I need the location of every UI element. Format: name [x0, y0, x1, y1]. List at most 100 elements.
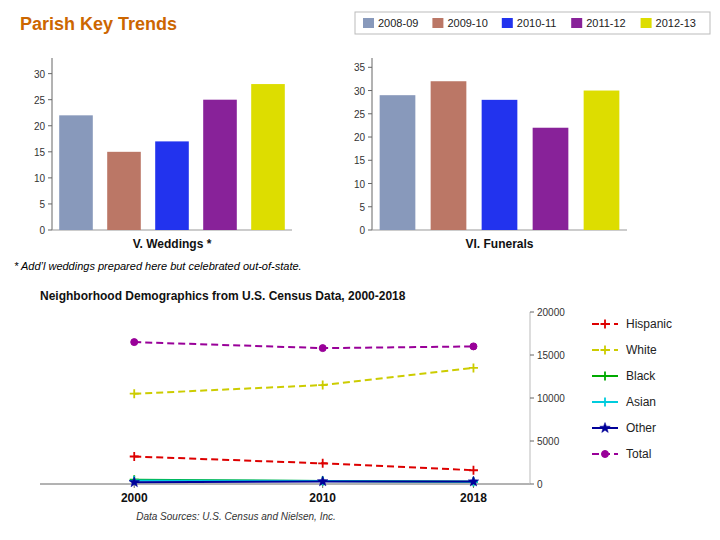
point-marker	[130, 452, 139, 461]
legend-label: Total	[626, 447, 651, 461]
y-axis	[372, 58, 373, 230]
x-tick-label: 2010	[309, 491, 336, 505]
y-tick	[368, 183, 372, 184]
legend-frame	[355, 12, 710, 34]
y-tick-label: 30	[354, 86, 366, 97]
legend-marker	[601, 346, 610, 355]
y-tick	[48, 203, 52, 204]
series-line	[134, 342, 473, 348]
bar	[203, 100, 237, 230]
y-tick-label: 10	[354, 179, 366, 190]
background	[0, 0, 720, 540]
legend-label: 2010-11	[517, 17, 557, 29]
legend-label: 2012-13	[656, 17, 696, 29]
plot-area	[129, 339, 479, 487]
y-tick-label: 5	[39, 199, 45, 210]
y-tick-label: 0	[359, 225, 365, 236]
legend-swatch	[571, 18, 582, 28]
series-line	[134, 480, 473, 483]
y-tick-label: 10	[34, 173, 46, 184]
bar-chart: 05101520253035VI. Funerals	[354, 58, 627, 251]
legend-label: Other	[626, 421, 656, 435]
y-tick-label: 0	[537, 479, 543, 490]
point-marker	[470, 343, 477, 350]
point-marker	[318, 476, 327, 485]
series-line	[134, 480, 473, 482]
bar	[533, 128, 569, 230]
y-tick	[48, 73, 52, 74]
y-tick-label: 5000	[537, 436, 560, 447]
point-marker	[317, 476, 327, 486]
legend-swatch	[641, 18, 652, 28]
y-tick	[368, 90, 372, 91]
legend-label: Hispanic	[626, 317, 672, 331]
legend-label: Black	[626, 369, 656, 383]
bar-chart: 0 5 10 15 20 25 30 V. Weddings *	[34, 58, 292, 251]
figure: Parish Key Trends 0 5 10 15 20 25 30 V. Weddings…	[0, 0, 720, 540]
y-tick	[530, 355, 534, 356]
legend-marker	[601, 372, 610, 381]
bars	[380, 81, 620, 230]
point-marker	[318, 381, 327, 390]
y-tick	[368, 67, 372, 68]
y-tick	[48, 125, 52, 126]
y-tick-label: 20	[354, 132, 366, 143]
bar	[482, 100, 518, 230]
y-tick	[48, 230, 52, 231]
bar	[584, 91, 620, 230]
series-line	[134, 368, 473, 394]
legend-label: 2008-09	[378, 17, 418, 29]
legend-swatch	[502, 18, 513, 28]
x-axis-label: V. Weddings *	[133, 237, 212, 251]
bar	[155, 141, 189, 230]
y-tick	[530, 312, 534, 313]
bar	[380, 95, 416, 230]
legend-marker	[601, 398, 610, 407]
y-tick	[48, 151, 52, 152]
point-marker	[130, 389, 139, 398]
bars	[59, 84, 285, 230]
annotation: * Add’l weddings prepared here but celeb…	[14, 260, 302, 272]
y-tick-label: 30	[34, 69, 46, 80]
series-line	[134, 456, 473, 470]
legend-label: White	[626, 343, 657, 357]
point-marker	[469, 363, 478, 372]
line-chart: Neighborhood Demographics from U.S. Cens…	[40, 289, 565, 522]
y-tick-label: 15	[354, 155, 366, 166]
point-marker	[469, 466, 478, 475]
point-marker	[468, 476, 478, 486]
point-marker	[319, 345, 326, 352]
y-tick-label: 15000	[537, 350, 565, 361]
y-tick-label: 15	[34, 147, 46, 158]
legend-label: 2011-12	[586, 17, 626, 29]
legend: Hispanic White Black Asian Other Total	[592, 317, 672, 461]
y-tick-label: 25	[354, 109, 366, 120]
y-tick-label: 20	[34, 121, 46, 132]
y-tick	[530, 398, 534, 399]
x-axis	[40, 484, 530, 485]
bar	[251, 84, 285, 230]
legend-swatch	[363, 18, 374, 28]
x-tick-label: 2018	[460, 491, 487, 505]
x-tick-label: 2000	[121, 491, 148, 505]
point-marker	[318, 476, 327, 485]
legend-marker	[600, 423, 610, 433]
y-tick	[368, 160, 372, 161]
legend-marker	[602, 451, 609, 458]
y-tick-label: 0	[39, 225, 45, 236]
y-tick-label: 10000	[537, 393, 565, 404]
annotation: Data Sources: U.S. Census and Nielsen, I…	[136, 511, 336, 522]
bar	[59, 115, 93, 230]
bar	[431, 81, 467, 230]
figure-title: Parish Key Trends	[20, 14, 177, 34]
series-line	[134, 481, 473, 482]
y-tick-label: 25	[34, 95, 46, 106]
legend-label: 2009-10	[447, 17, 487, 29]
legend-label: Asian	[626, 395, 656, 409]
y-tick	[48, 99, 52, 100]
chart-title: Neighborhood Demographics from U.S. Cens…	[40, 289, 406, 303]
y-tick	[368, 206, 372, 207]
legend-swatch	[432, 18, 443, 28]
y-tick	[368, 113, 372, 114]
point-marker	[318, 459, 327, 468]
